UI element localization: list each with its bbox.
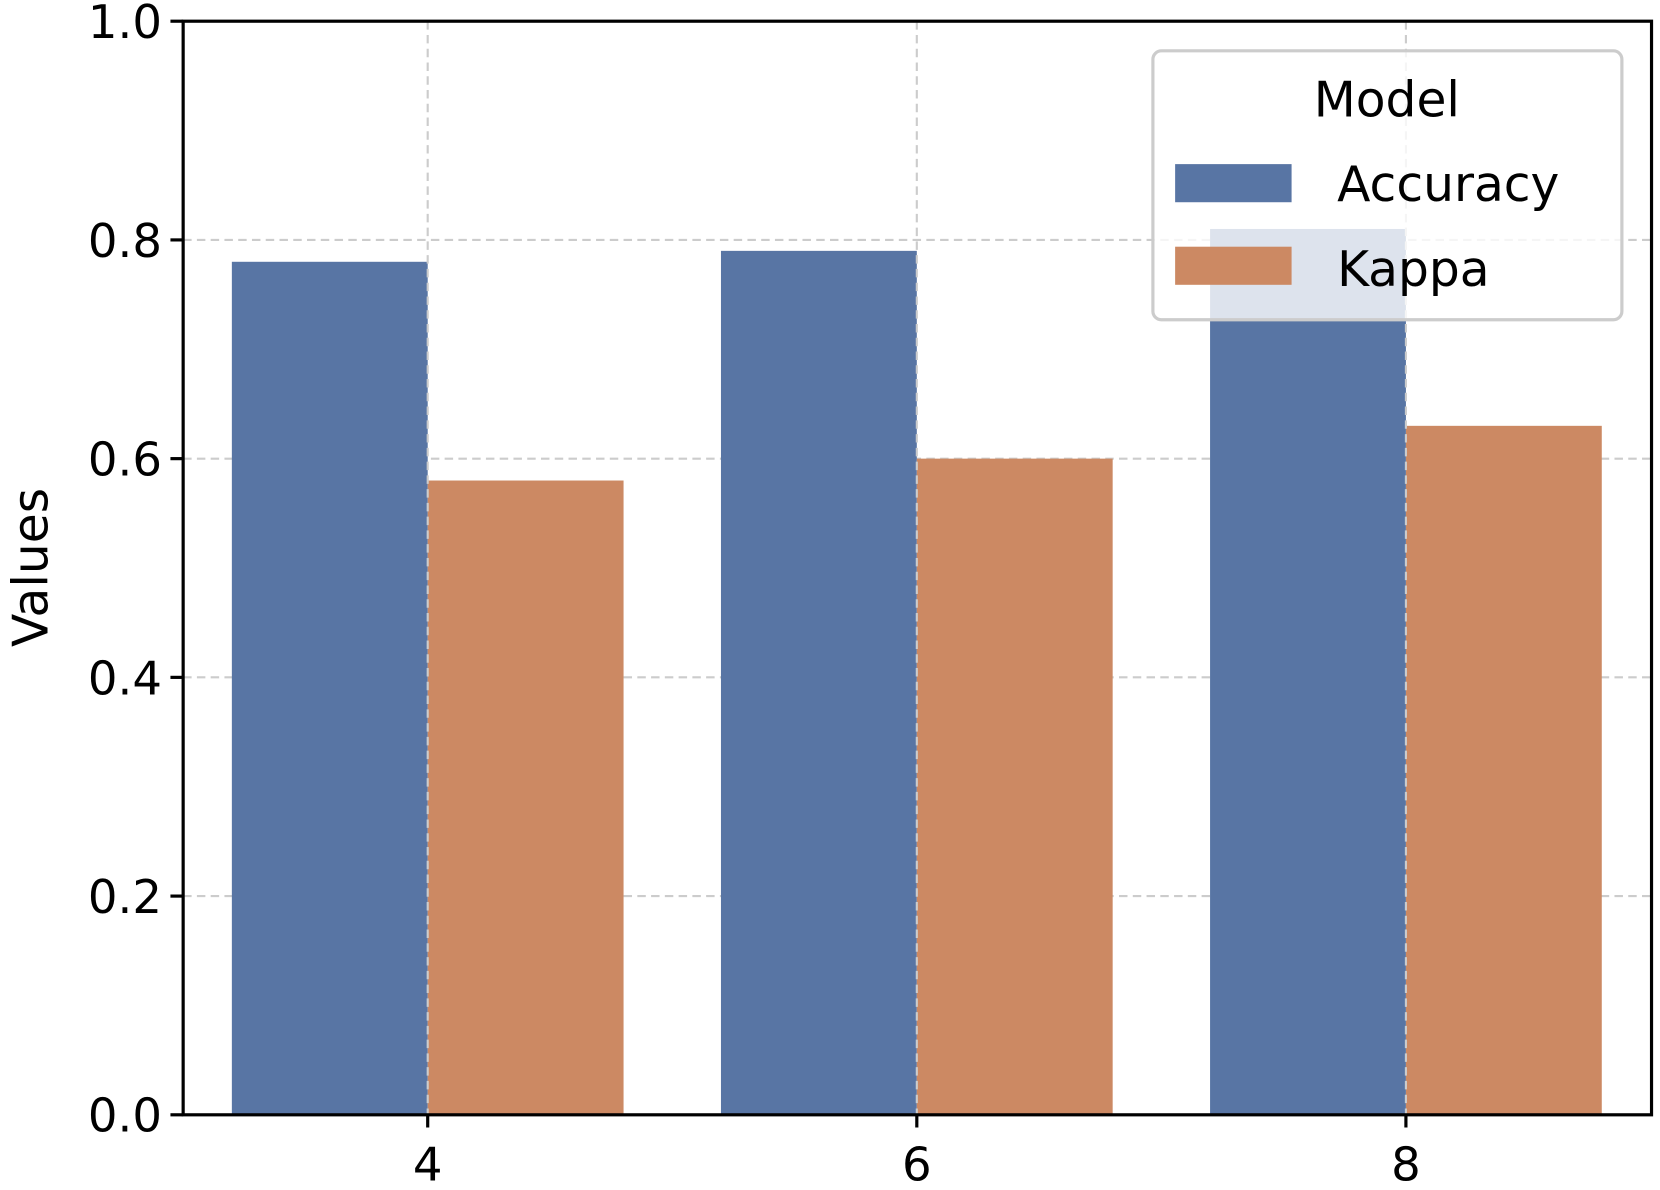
bar-accuracy-8	[1210, 228, 1406, 1115]
legend-label-kappa: Kappa	[1337, 242, 1490, 298]
y-tick-label: 0.0	[88, 1089, 162, 1143]
y-tick-label: 0.4	[88, 651, 162, 705]
legend-title: Model	[1314, 72, 1460, 128]
y-tick-label: 0.2	[88, 870, 162, 924]
x-ticks: 4 6 8	[413, 1114, 1421, 1190]
y-tick-label: 1.0	[88, 0, 162, 49]
x-tick-label: 8	[1391, 1137, 1421, 1190]
legend-swatch-kappa	[1175, 246, 1292, 285]
legend: Model Accuracy Kappa	[1151, 49, 1624, 322]
bar-kappa-8	[1405, 425, 1602, 1115]
y-tick-label: 0.6	[88, 433, 162, 487]
y-axis-label: Values	[4, 488, 60, 647]
bar-accuracy-6	[720, 250, 917, 1115]
y-tick-label: 0.8	[88, 214, 162, 268]
legend-label-accuracy: Accuracy	[1337, 157, 1559, 213]
y-ticks: 0.0 0.2 0.4 0.6 0.8 1.0	[88, 0, 184, 1143]
bars	[231, 228, 1602, 1115]
bar-kappa-4	[427, 480, 624, 1115]
legend-swatch-accuracy	[1175, 164, 1292, 203]
x-tick-label: 4	[413, 1137, 443, 1190]
x-tick-label: 6	[902, 1137, 932, 1190]
bar-accuracy-4	[231, 261, 428, 1115]
bar-kappa-6	[916, 458, 1113, 1115]
